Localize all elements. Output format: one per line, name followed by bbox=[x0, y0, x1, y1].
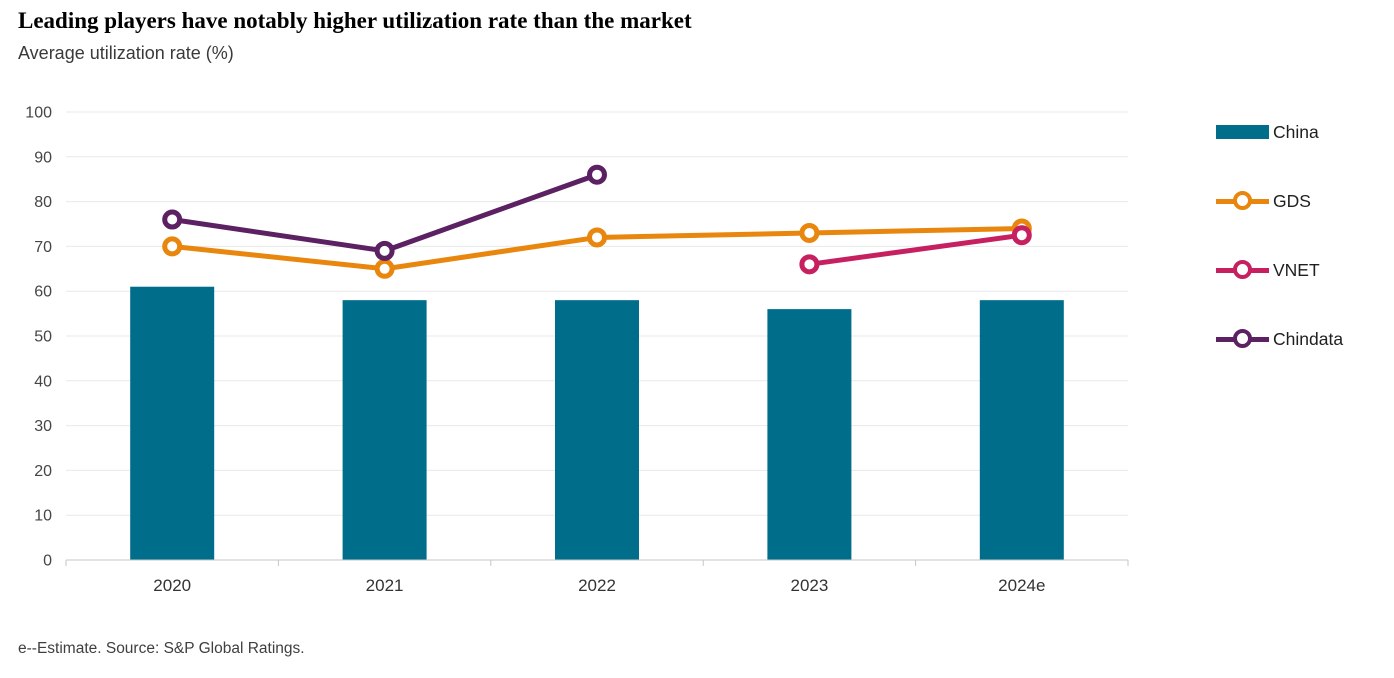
legend-item-chindata: Chindata bbox=[1216, 328, 1343, 350]
legend-label-gds: GDS bbox=[1273, 190, 1311, 211]
svg-text:100: 100 bbox=[25, 105, 52, 122]
legend-line-marker-icon bbox=[1216, 190, 1269, 212]
svg-text:2021: 2021 bbox=[366, 576, 404, 595]
legend-item-vnet: VNET bbox=[1216, 259, 1343, 281]
legend-line-marker-icon bbox=[1216, 259, 1269, 281]
svg-text:0: 0 bbox=[43, 553, 52, 570]
svg-text:90: 90 bbox=[34, 149, 52, 166]
svg-text:50: 50 bbox=[34, 329, 52, 346]
svg-text:40: 40 bbox=[34, 373, 52, 390]
svg-text:60: 60 bbox=[34, 284, 52, 301]
chart-plot-area: 0 10 20 30 40 50 60 70 80 90 100 2020 2021 2022 2023 20… bbox=[25, 105, 1129, 595]
svg-text:80: 80 bbox=[34, 194, 52, 211]
svg-text:20: 20 bbox=[34, 463, 52, 480]
legend-label-chindata: Chindata bbox=[1273, 328, 1344, 349]
legend-line-marker-icon bbox=[1216, 328, 1269, 350]
svg-text:70: 70 bbox=[34, 239, 52, 256]
svg-text:2022: 2022 bbox=[578, 576, 616, 595]
chart-title: Leading players have notably higher util… bbox=[18, 8, 692, 33]
legend-label-china: China bbox=[1273, 121, 1319, 142]
svg-text:2023: 2023 bbox=[790, 576, 828, 595]
svg-text:2020: 2020 bbox=[153, 576, 191, 595]
chart-legend: China GDS VNET Chindata bbox=[1216, 121, 1343, 397]
svg-text:10: 10 bbox=[34, 508, 52, 525]
source-note: e--Estimate. Source: S&P Global Ratings. bbox=[18, 640, 305, 657]
svg-text:30: 30 bbox=[34, 418, 52, 435]
chart-subtitle: Average utilization rate (%) bbox=[18, 43, 234, 63]
svg-text:2024e: 2024e bbox=[998, 576, 1045, 595]
legend-item-china: China bbox=[1216, 121, 1343, 143]
legend-bar-swatch-icon bbox=[1216, 121, 1269, 143]
legend-item-gds: GDS bbox=[1216, 190, 1343, 212]
legend-label-vnet: VNET bbox=[1273, 259, 1320, 280]
